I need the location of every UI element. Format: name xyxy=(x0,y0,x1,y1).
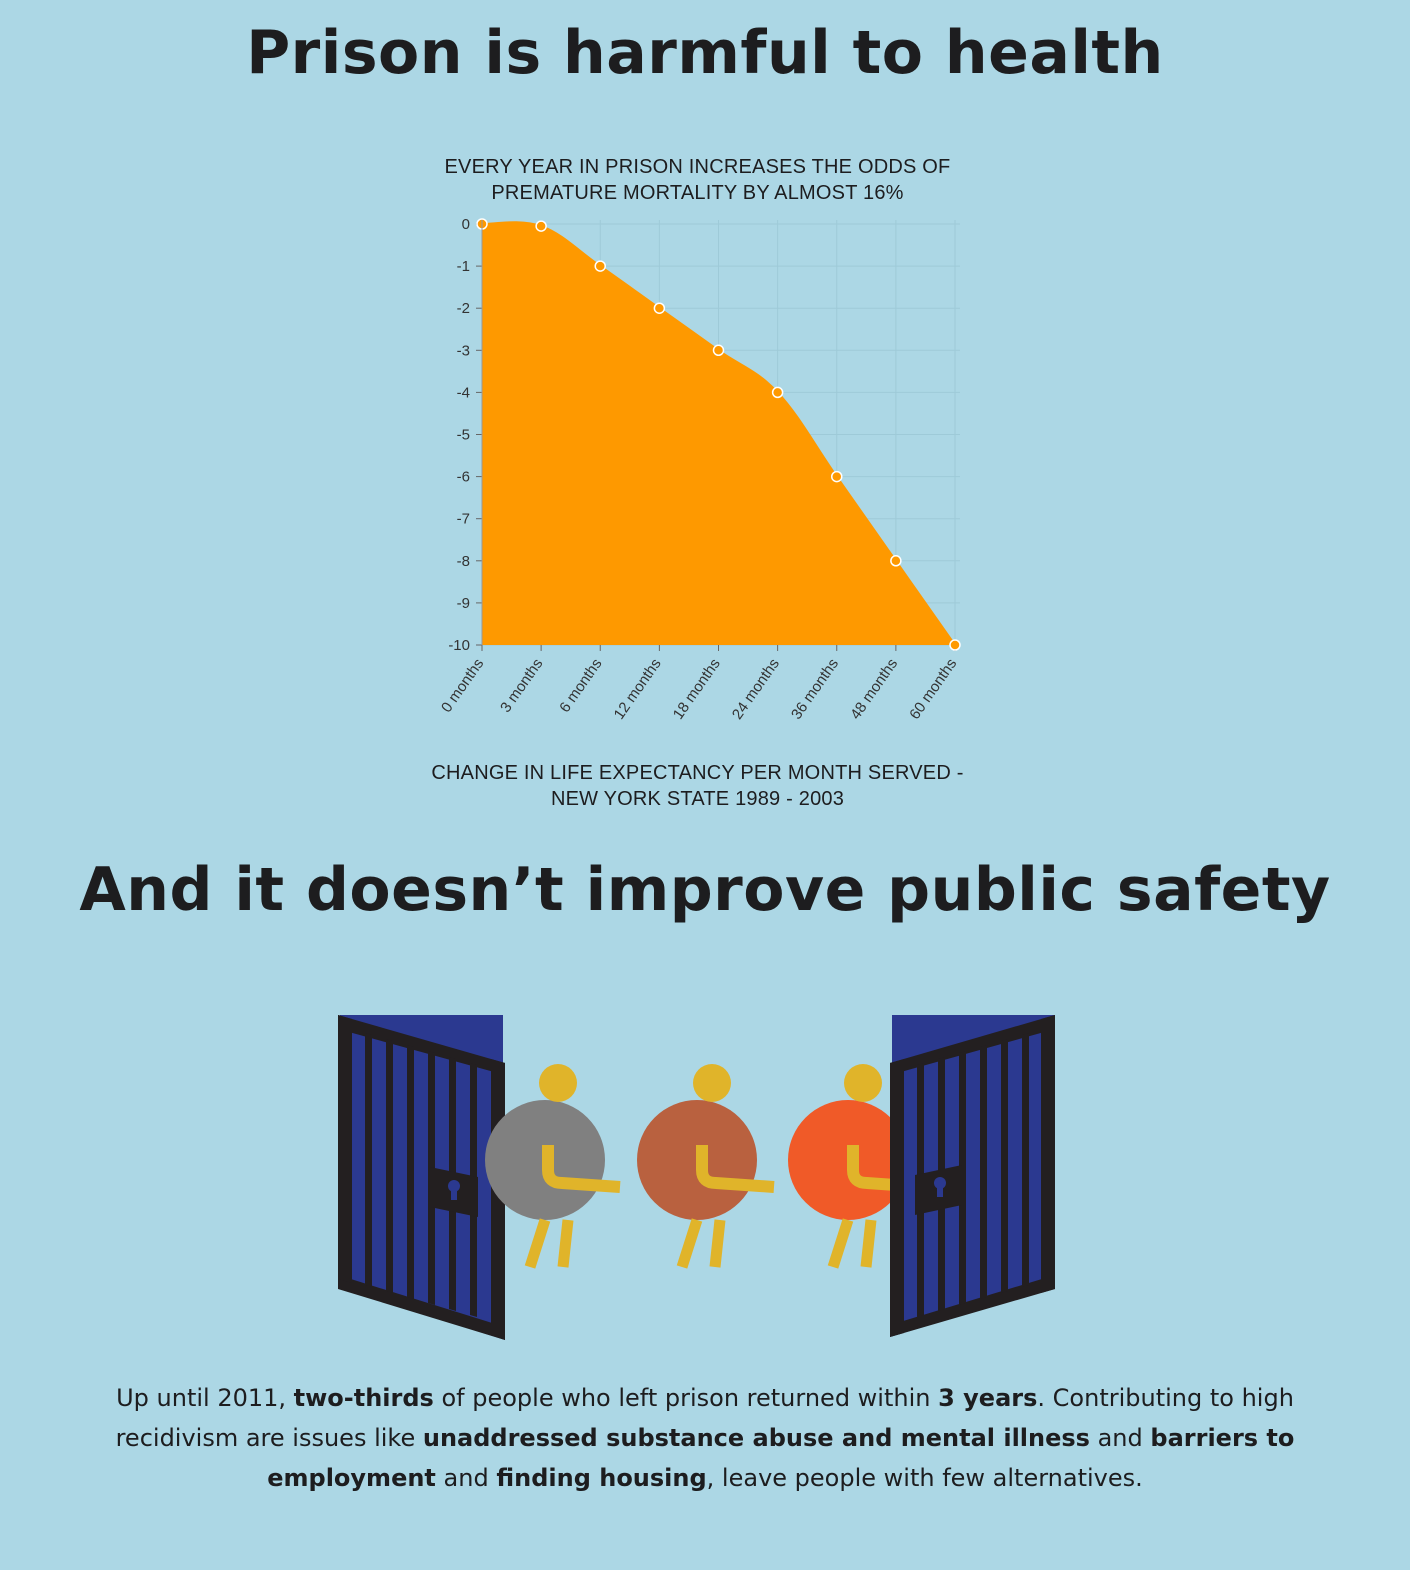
x-tick-label: 48 months xyxy=(847,656,901,723)
x-tick-label: 18 months xyxy=(670,656,724,723)
paragraph-text: , leave people with few alternatives. xyxy=(706,1464,1143,1492)
prison-gates-people-illustration xyxy=(338,1015,1055,1340)
chart-title: EVERY YEAR IN PRISON INCREASES THE ODDS … xyxy=(395,154,1000,206)
data-point xyxy=(535,220,547,232)
person-2-icon xyxy=(637,1064,775,1269)
paragraph-text: Up until 2011, xyxy=(116,1384,294,1412)
data-point xyxy=(594,260,606,272)
data-point xyxy=(831,470,843,483)
paragraph-emphasis: barriers to employment xyxy=(267,1424,1295,1492)
y-tick-label: -2 xyxy=(457,300,470,317)
data-point xyxy=(771,386,784,399)
section-heading: And it doesn’t improve public safety xyxy=(79,855,1331,925)
paragraph-text: of people who left prison returned withi… xyxy=(433,1384,939,1412)
paragraph-emphasis: 3 years xyxy=(938,1384,1038,1412)
paragraph-text: . Contributing to high recidivism are is… xyxy=(115,1384,1294,1452)
y-tick-label: -9 xyxy=(457,595,470,612)
data-point xyxy=(712,344,725,357)
data-point xyxy=(653,302,666,314)
y-tick-label: -10 xyxy=(448,637,470,654)
y-tick-label: -3 xyxy=(457,342,470,359)
chart-title-line-1: EVERY YEAR IN PRISON INCREASES THE ODDS … xyxy=(444,156,951,178)
x-tick-label: 0 months xyxy=(438,656,487,716)
paragraph-text: and xyxy=(1089,1424,1151,1452)
x-tick-label: 24 months xyxy=(729,656,783,723)
x-tick-label: 3 months xyxy=(497,656,546,716)
chart-caption-line-2: NEW YORK STATE 1989 - 2003 xyxy=(550,788,845,810)
life-expectancy-chart: 0 -1 -2 -3 -4 -5 -6 -7 -8 -9 -10 0 months 3 months 6 … xyxy=(438,216,961,723)
x-tick-label: 36 months xyxy=(788,656,842,723)
chart-title-line-2: PREMATURE MORTALITY BY ALMOST 16% xyxy=(491,182,904,204)
x-tick-label: 12 months xyxy=(611,656,665,723)
area-series xyxy=(482,222,955,646)
data-point xyxy=(949,639,961,651)
person-1-icon xyxy=(485,1064,621,1269)
y-tick-label: -1 xyxy=(457,258,470,275)
series-line xyxy=(481,221,956,646)
y-tick-label: -4 xyxy=(457,384,470,401)
x-tick-label: 60 months xyxy=(906,656,960,723)
paragraph-emphasis: unaddressed substance abuse and mental i… xyxy=(422,1424,1090,1452)
right-gate-icon xyxy=(890,1015,1055,1337)
person-3-icon xyxy=(788,1064,926,1269)
data-point xyxy=(890,555,902,567)
page-title: Prison is harmful to health xyxy=(246,18,1164,88)
left-gate-icon xyxy=(338,1015,505,1340)
chart-caption-line-1: CHANGE IN LIFE EXPECTANCY PER MONTH SERV… xyxy=(431,762,964,784)
y-tick-label: 0 xyxy=(462,216,470,233)
y-tick-label: -5 xyxy=(457,427,470,444)
y-tick-label: -7 xyxy=(457,511,470,528)
y-tick-label: -6 xyxy=(457,469,470,486)
paragraph-text: and xyxy=(435,1464,497,1492)
paragraph-emphasis: two-thirds xyxy=(293,1384,434,1412)
body-paragraph: Up until 2011, two-thirds of people who … xyxy=(110,1378,1300,1498)
chart-caption: CHANGE IN LIFE EXPECTANCY PER MONTH SERV… xyxy=(395,760,1000,812)
x-tick-label: 6 months xyxy=(556,656,605,716)
paragraph-emphasis: finding housing xyxy=(496,1464,707,1492)
y-tick-label: -8 xyxy=(457,553,470,570)
